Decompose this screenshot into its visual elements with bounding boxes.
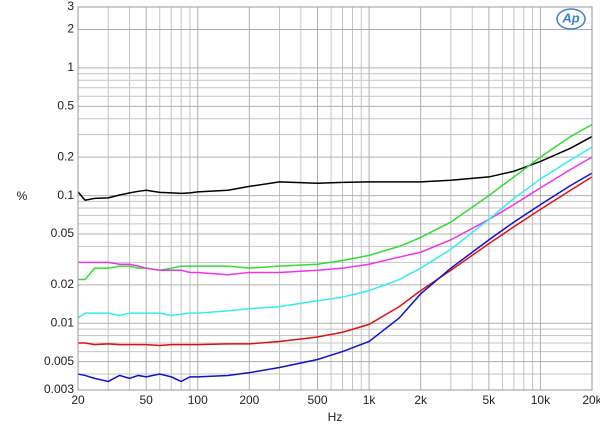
x-tick-label: 20 (71, 393, 85, 407)
grid (77, 6, 593, 391)
y-tick-label: 0.003 (44, 382, 74, 396)
lines (77, 123, 593, 383)
x-tick-label: 5k (483, 393, 497, 407)
x-tick-label: 200 (239, 393, 259, 407)
logo-ring (556, 8, 586, 30)
y-tick-label: 0.01 (51, 315, 75, 329)
x-tick-label: 50 (140, 393, 154, 407)
x-tick-label: 2k (414, 393, 428, 407)
series-line (78, 176, 593, 347)
series-line (77, 135, 593, 202)
y-tick-label: 1 (67, 60, 74, 74)
plot-frame (77, 6, 593, 391)
series-line (77, 146, 593, 319)
x-tick-label: 500 (307, 393, 327, 407)
series-line (78, 156, 593, 276)
y-tick-label: 0.005 (44, 354, 74, 368)
y-tick-label: 0.05 (51, 226, 75, 240)
y-tick-label: 2 (67, 22, 74, 36)
x-tick-label: 20k (582, 393, 600, 407)
y-axis-label: % (17, 189, 28, 203)
logo: Ap (561, 10, 579, 25)
y-tick-label: 0.02 (51, 277, 75, 291)
x-tick-label: 1k (363, 393, 377, 407)
series-line (77, 172, 593, 383)
x-tick-label: 10k (531, 393, 551, 407)
series-line (78, 123, 593, 281)
x-tick-label: 100 (188, 393, 208, 407)
y-tick-label: 0.1 (57, 188, 74, 202)
y-tick-label: 0.5 (57, 99, 74, 113)
y-tick-label: 3 (67, 0, 74, 13)
y-tick-label: 0.2 (57, 149, 74, 163)
x-axis-label: Hz (328, 410, 343, 424)
